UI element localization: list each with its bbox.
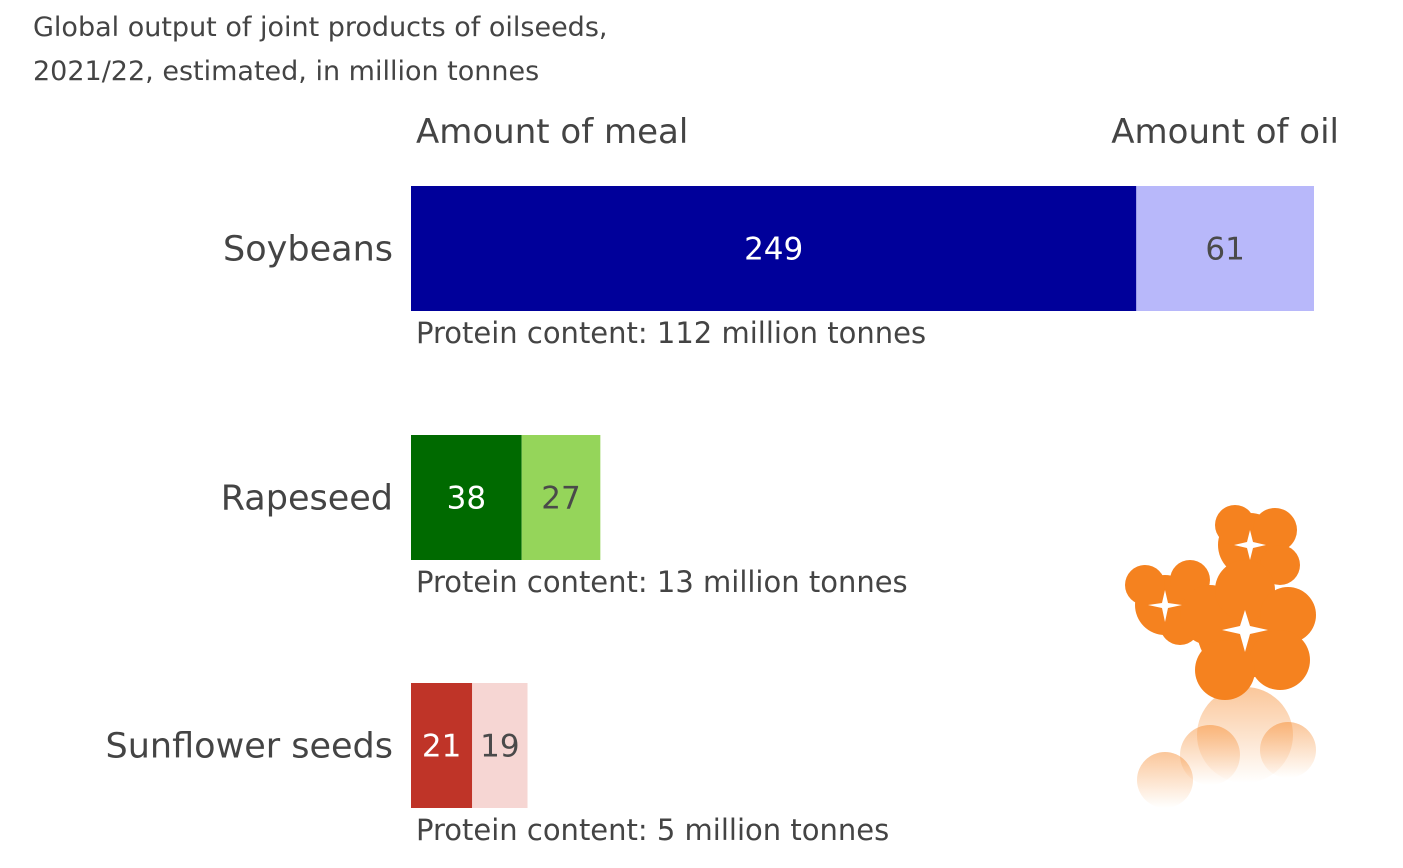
protein-annotation-sunflower-seeds: Protein content: 5 million tonnes <box>416 813 889 847</box>
bar-amount-of-oil-rapeseed <box>521 435 601 560</box>
category-label-sunflower-seeds: Sunflower seeds <box>106 727 393 767</box>
category-label-rapeseed: Rapeseed <box>221 479 393 519</box>
bar-amount-of-oil-soybeans <box>1136 186 1314 311</box>
data-label-amount-of-meal-sunflower-seeds: 21 <box>422 729 461 765</box>
chart-title-line2: 2021/22, estimated, in million tonnes <box>33 56 540 87</box>
column-header-meal: Amount of meal <box>416 112 689 152</box>
data-label-amount-of-meal-rapeseed: 38 <box>447 481 486 517</box>
bar-amount-of-oil-sunflower-seeds <box>472 683 528 808</box>
bar-amount-of-meal-soybeans <box>411 186 1137 311</box>
column-header-oil: Amount of oil <box>1111 112 1339 152</box>
category-label-soybeans: Soybeans <box>223 230 393 270</box>
orange-flowers-icon <box>1125 505 1316 808</box>
protein-annotation-rapeseed: Protein content: 13 million tonnes <box>416 565 908 599</box>
data-label-amount-of-oil-sunflower-seeds: 19 <box>480 729 519 765</box>
data-label-amount-of-meal-soybeans: 249 <box>744 232 803 268</box>
data-label-amount-of-oil-rapeseed: 27 <box>541 481 580 517</box>
bar-amount-of-meal-sunflower-seeds <box>411 683 473 808</box>
protein-annotation-soybeans: Protein content: 112 million tonnes <box>416 316 926 350</box>
data-label-amount-of-oil-soybeans: 61 <box>1205 232 1244 268</box>
chart-title-line1: Global output of joint products of oilse… <box>33 12 608 43</box>
bar-amount-of-meal-rapeseed <box>411 435 522 560</box>
